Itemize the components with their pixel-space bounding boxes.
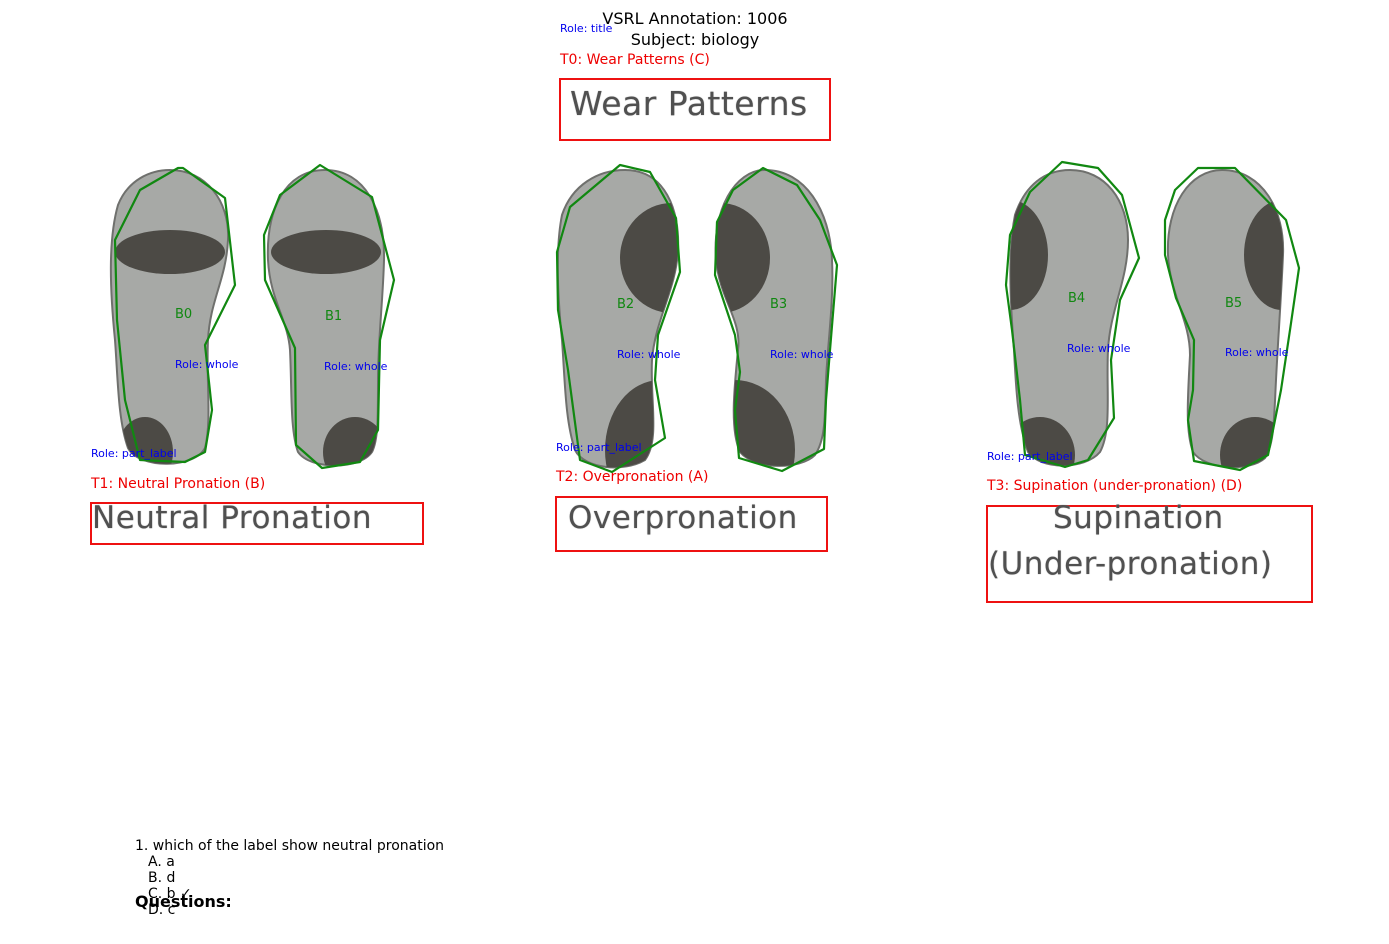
blob-outline-b4: [1004, 160, 1141, 469]
text-box-t0: [559, 78, 831, 141]
blob-label-b3: B3: [770, 297, 788, 312]
role-label-part-t2: Role: part_label: [556, 441, 642, 454]
text-content-t1: Neutral Pronation: [92, 500, 372, 536]
role-label-part-t1: Role: part_label: [91, 447, 177, 460]
blob-label-b1: B1: [325, 309, 343, 324]
role-label-whole-b5: Role: whole: [1225, 346, 1289, 359]
foot-overpronation-left: [556, 169, 680, 469]
diagram-subject: Subject: biology: [630, 30, 760, 49]
blob-outline-b1: [262, 163, 396, 470]
role-label-whole-b4: Role: whole: [1067, 342, 1131, 355]
role-label-whole-b0: Role: whole: [175, 358, 239, 371]
text-box-t2: [555, 496, 828, 552]
blob-label-b4: B4: [1068, 291, 1086, 306]
foot-supination-left: [1009, 169, 1129, 467]
text-box-t1: [90, 502, 424, 545]
foot-neutral-left: [109, 169, 230, 465]
diagram-title: VSRL Annotation: 1006: [602, 9, 788, 28]
question-text: 1. which of the label show neutral prona…: [135, 838, 445, 854]
role-label-title: Role: title: [560, 22, 613, 35]
question-option-b: B. d: [148, 870, 176, 886]
blob-outline-b3: [713, 166, 839, 473]
text-annotation-t0: T0: Wear Patterns (C): [560, 52, 710, 68]
questions-heading: Questions:: [135, 892, 232, 911]
text-content-t3-line2: (Under-pronation): [988, 546, 1273, 582]
foot-overpronation-right: [714, 169, 834, 467]
text-annotation-t3: T3: Supination (under-pronation) (D): [987, 478, 1243, 494]
role-label-whole-b1: Role: whole: [324, 360, 388, 373]
text-content-t0: Wear Patterns: [570, 84, 808, 123]
blob-label-b5: B5: [1225, 296, 1243, 311]
text-box-t3: [986, 505, 1313, 603]
role-label-part-t3: Role: part_label: [987, 450, 1073, 463]
text-annotation-t2: T2: Overpronation (A): [556, 469, 709, 485]
role-label-whole-b2: Role: whole: [617, 348, 681, 361]
blob-outline-b5: [1163, 166, 1301, 472]
blob-outline-b0: [113, 166, 237, 464]
blob-outline-b2: [555, 163, 682, 474]
role-label-whole-b3: Role: whole: [770, 348, 834, 361]
text-annotation-t1: T1: Neutral Pronation (B): [91, 476, 266, 492]
question-option-d: D. c: [148, 902, 176, 918]
text-content-t2: Overpronation: [568, 500, 798, 536]
foot-neutral-right: [266, 169, 386, 467]
blob-label-b0: B0: [175, 307, 193, 322]
question-option-a: A. a: [148, 854, 175, 870]
question-option-c: C. b ✓: [148, 886, 192, 902]
text-content-t3-line1: Supination: [1053, 500, 1224, 536]
blob-label-b2: B2: [617, 297, 635, 312]
